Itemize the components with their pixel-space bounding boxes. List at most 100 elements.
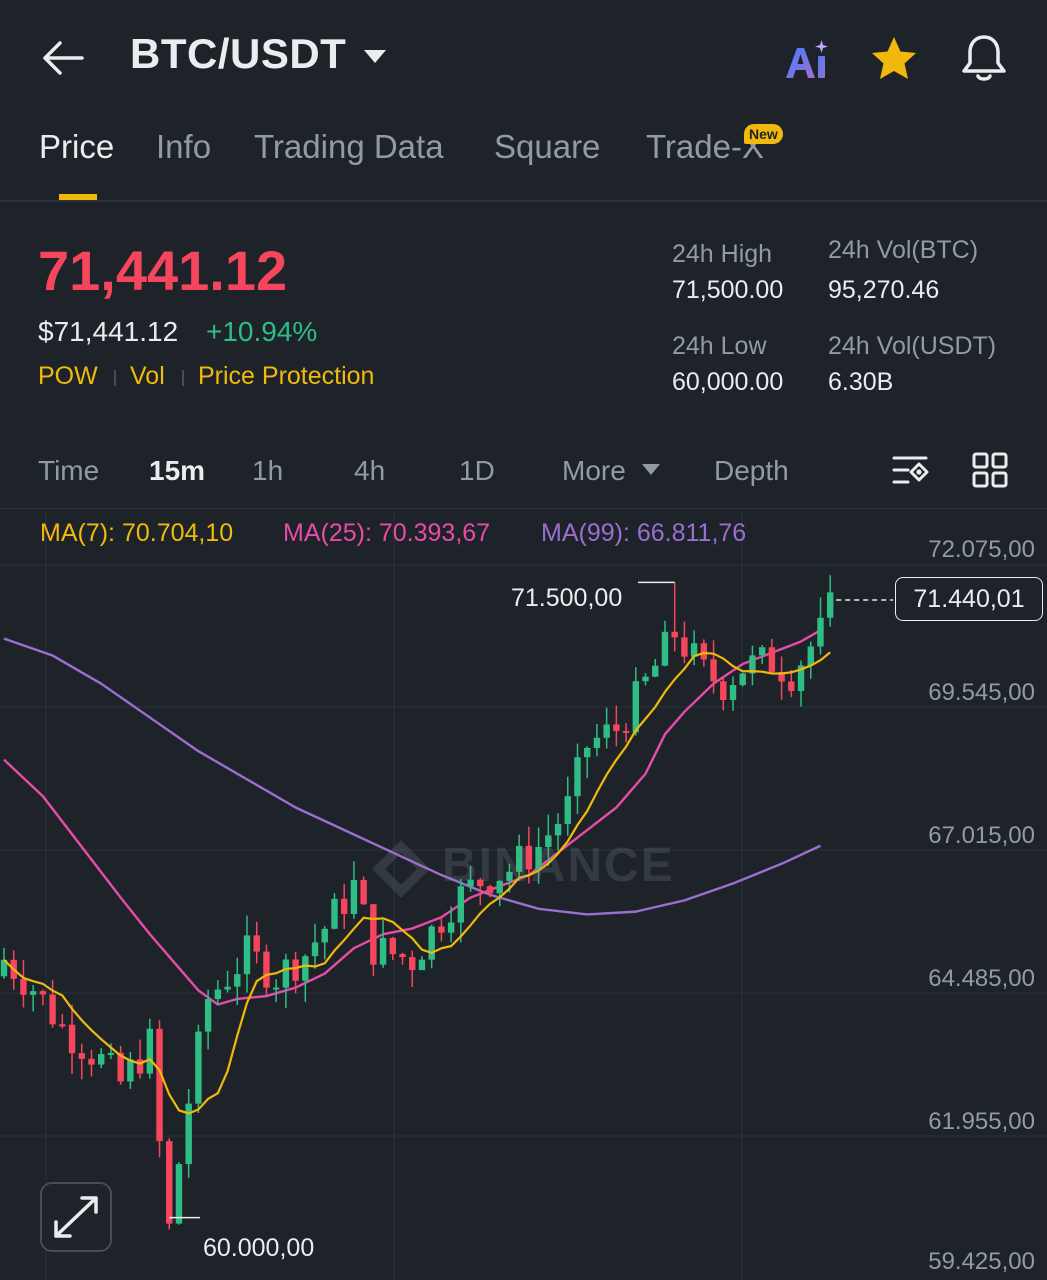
chevron-down-icon[interactable] <box>364 50 386 63</box>
usd-price: $71,441.12 <box>38 316 179 347</box>
candle-body <box>690 643 698 657</box>
timeframe-1h[interactable]: 1h <box>252 455 284 486</box>
candle-body <box>20 978 27 995</box>
y-axis-label: 59.425,00 <box>928 1248 1035 1275</box>
stat-24h-vol-usdt-label: 24h Vol(USDT) <box>828 332 997 360</box>
candle-body <box>603 724 610 738</box>
candle-body <box>642 676 649 682</box>
timeframe-1d[interactable]: 1D <box>459 455 495 486</box>
candle-body <box>797 665 805 691</box>
ma7-line <box>3 651 831 1115</box>
chevron-down-icon[interactable] <box>642 464 660 475</box>
candle-body <box>253 935 260 952</box>
candle-body <box>39 991 47 995</box>
candle-body <box>185 1103 192 1165</box>
candle-body <box>272 987 280 990</box>
candle-body <box>467 879 474 887</box>
ma25-value[interactable]: MA(25): 70.393,67 <box>283 519 491 547</box>
candle-body <box>399 954 406 958</box>
timeframe-15m[interactable]: 15m <box>149 455 206 486</box>
tag-separator <box>182 370 184 386</box>
candle-body <box>146 1028 153 1074</box>
stat-24h-low-label: 24h Low <box>672 332 767 360</box>
pair-selector[interactable]: BTC/USDT <box>130 30 347 77</box>
ma99-value[interactable]: MA(99): 66.811,76 <box>541 519 747 547</box>
ai-button[interactable] <box>782 34 832 84</box>
candle-body <box>827 592 834 618</box>
ma25-line <box>3 629 822 1006</box>
layout-grid-button[interactable] <box>970 450 1012 492</box>
binance-watermark <box>372 840 430 898</box>
candle-body <box>438 926 445 933</box>
back-button[interactable] <box>38 34 88 84</box>
stat-24h-high-value: 71,500.00 <box>672 276 784 304</box>
candle-body <box>156 1028 163 1142</box>
tab-trading-data[interactable]: Trading Data <box>254 128 444 165</box>
candle-body <box>302 956 309 981</box>
candle-body <box>807 646 814 666</box>
candle-body <box>88 1058 95 1065</box>
candle-body <box>136 1059 144 1074</box>
y-axis-label: 61.955,00 <box>928 1108 1035 1135</box>
y-axis-label: 69.545,00 <box>928 679 1035 706</box>
new-badge: New <box>744 124 783 144</box>
divider <box>0 508 1047 509</box>
timeframe-more[interactable]: More <box>562 455 626 486</box>
candle-body <box>68 1024 76 1054</box>
stat-24h-low-value: 60,000.00 <box>672 368 784 396</box>
candle-body <box>525 845 533 870</box>
indicator-settings-button[interactable] <box>890 450 932 492</box>
candle-body <box>457 886 465 923</box>
candle-body <box>341 898 348 914</box>
active-tab-indicator <box>59 194 97 200</box>
tab-info[interactable]: Info <box>156 128 212 165</box>
y-axis-label: 64.485,00 <box>928 965 1035 992</box>
candlestick-chart[interactable] <box>0 510 1047 1280</box>
price-change-percent: +10.94% <box>206 316 318 347</box>
star-icon <box>872 37 916 79</box>
candle-body <box>49 994 56 1025</box>
candle-body <box>311 942 319 957</box>
tab-square[interactable]: Square <box>494 128 601 165</box>
candle-body <box>574 757 581 797</box>
candle-body <box>700 643 708 660</box>
candle-body <box>350 879 358 914</box>
candle-body <box>584 747 591 758</box>
timeframe-time[interactable]: Time <box>38 455 100 486</box>
divider <box>0 200 1047 202</box>
tab-price[interactable]: Price <box>39 128 115 165</box>
tag-pow[interactable]: POW <box>38 362 98 390</box>
fullscreen-button[interactable] <box>40 1182 112 1252</box>
candle-body <box>788 681 795 691</box>
chart-settings-icon <box>892 456 929 484</box>
candle-body <box>78 1053 85 1059</box>
grid-icon <box>972 452 1008 488</box>
candle-body <box>117 1052 124 1082</box>
low-price-marker: 60.000,00 <box>203 1234 315 1262</box>
alerts-button[interactable] <box>958 32 1010 84</box>
candle-body <box>195 1031 202 1104</box>
candle-body <box>409 957 416 971</box>
y-axis-label: 72.075,00 <box>928 536 1035 563</box>
ma7-value[interactable]: MA(7): 70.704,10 <box>40 519 234 547</box>
candle-body <box>622 730 630 733</box>
candle-body <box>749 655 756 674</box>
depth-tab[interactable]: Depth <box>714 455 789 486</box>
tag-vol[interactable]: Vol <box>130 362 165 390</box>
ma99-line <box>3 637 821 916</box>
candle-body <box>671 631 678 638</box>
favorite-button[interactable] <box>869 34 919 84</box>
candle-body <box>204 999 212 1032</box>
candle-body <box>331 898 338 929</box>
candle-body <box>389 937 396 955</box>
candle-body <box>739 673 746 686</box>
candle-body <box>292 959 299 981</box>
tag-price-protection[interactable]: Price Protection <box>198 362 375 390</box>
last-price: 71,441.12 <box>38 239 288 302</box>
candle-body <box>564 796 571 824</box>
candle-body <box>593 737 601 748</box>
candle-body <box>729 685 737 701</box>
timeframe-4h[interactable]: 4h <box>354 455 386 486</box>
candle-body <box>175 1164 183 1224</box>
candle-body <box>127 1059 134 1082</box>
